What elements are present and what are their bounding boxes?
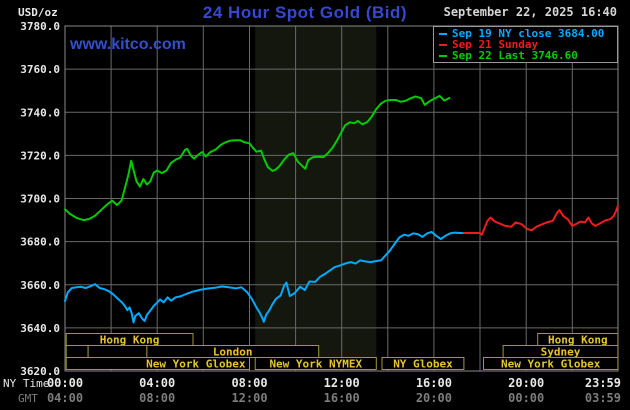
legend-label: Sep 21 Sunday bbox=[452, 38, 539, 51]
session-label: Sydney bbox=[541, 346, 581, 359]
x-tick-ny-16:00: 16:00 bbox=[416, 376, 452, 390]
y-tick-3780.0: 3780.0 bbox=[20, 20, 60, 33]
y-tick-3760.0: 3760.0 bbox=[20, 63, 60, 76]
session-label: NY Globex bbox=[393, 358, 453, 371]
x-tick-ny-08:00: 08:00 bbox=[231, 376, 267, 390]
legend-dash-icon bbox=[439, 43, 447, 46]
session-label: Hong Kong bbox=[100, 334, 160, 347]
x-tick-gmt-12:00: 12:00 bbox=[231, 391, 267, 405]
legend-box: Sep 19 NY close 3684.00 Sep 21 Sunday Sep … bbox=[433, 26, 618, 63]
x-tick-gmt-03:59: 03:59 bbox=[585, 391, 621, 405]
session-label: New York Globex bbox=[501, 358, 601, 371]
plot-border bbox=[64, 25, 619, 372]
y-tick-3640.0: 3640.0 bbox=[20, 322, 60, 335]
x-tick-ny-04:00: 04:00 bbox=[139, 376, 175, 390]
legend-dash-icon bbox=[439, 54, 447, 57]
ny-time-axis-label: NY Time bbox=[3, 377, 49, 390]
gmt-axis-label: GMT bbox=[18, 392, 38, 405]
session-box-new-york-nymex bbox=[254, 357, 377, 370]
y-tick-3660.0: 3660.0 bbox=[20, 279, 60, 292]
y-axis-labels: 3780.0 3760.0 3740.0 3720.0 3700.0 3680.0 3660… bbox=[20, 20, 60, 378]
legend-label: Sep 22 Last 3746.60 bbox=[452, 49, 578, 62]
chart-datetime: September 22, 2025 16:40 bbox=[443, 5, 617, 19]
price-line-sep22 bbox=[64, 94, 451, 222]
price-line-sep21 bbox=[462, 205, 619, 236]
price-line-sep19 bbox=[64, 230, 465, 324]
series-layer bbox=[64, 94, 619, 324]
y-tick-3620.0: 3620.0 bbox=[20, 365, 60, 378]
price-unit-label: USD/oz bbox=[18, 6, 58, 19]
session-label: New York NYMEX bbox=[269, 358, 362, 371]
page-title: 24 Hour Spot Gold (Bid) bbox=[202, 3, 408, 22]
y-tick-3700.0: 3700.0 bbox=[20, 193, 60, 206]
y-tick-3680.0: 3680.0 bbox=[20, 236, 60, 249]
x-tick-gmt-08:00: 08:00 bbox=[139, 391, 175, 405]
x-tick-gmt-00:00: 00:00 bbox=[508, 391, 544, 405]
x-tick-ny-00:00: 00:00 bbox=[47, 376, 83, 390]
legend-item-0: Sep 19 NY close 3684.00 bbox=[439, 27, 617, 40]
session-box-new-york-globex bbox=[483, 357, 619, 370]
session-label: New York Globex bbox=[146, 358, 246, 371]
legend-item-2: Sep 22 Last 3746.60 bbox=[439, 49, 617, 62]
x-tick-ny-23:59: 23:59 bbox=[585, 376, 621, 390]
legend-item-1: Sep 21 Sunday bbox=[439, 38, 617, 51]
session-label: London bbox=[213, 346, 253, 359]
y-tick-3720.0: 3720.0 bbox=[20, 149, 60, 162]
session-box-new-york-globex bbox=[65, 357, 250, 370]
session-label: Hong Kong bbox=[548, 334, 608, 347]
session-box-unlabeled bbox=[87, 345, 148, 358]
legend-label: Sep 19 NY close 3684.00 bbox=[452, 27, 605, 40]
kitco-watermark-link[interactable]: www.kitco.com bbox=[70, 36, 186, 53]
session-box-ny-globex bbox=[381, 357, 465, 370]
x-tick-ny-20:00: 20:00 bbox=[508, 376, 544, 390]
x-tick-gmt-20:00: 20:00 bbox=[416, 391, 452, 405]
y-tick-3740.0: 3740.0 bbox=[20, 106, 60, 119]
x-axis-labels: 00:00 04:00 08:00 12:00 16:00 20:00 23:5904:00… bbox=[3, 376, 621, 405]
grid-layer bbox=[64, 25, 619, 372]
x-tick-gmt-04:00: 04:00 bbox=[47, 391, 83, 405]
x-tick-gmt-16:00: 16:00 bbox=[324, 391, 360, 405]
x-tick-ny-12:00: 12:00 bbox=[324, 376, 360, 390]
legend-dash-icon bbox=[439, 32, 447, 35]
session-box-unlabeled bbox=[65, 345, 89, 358]
